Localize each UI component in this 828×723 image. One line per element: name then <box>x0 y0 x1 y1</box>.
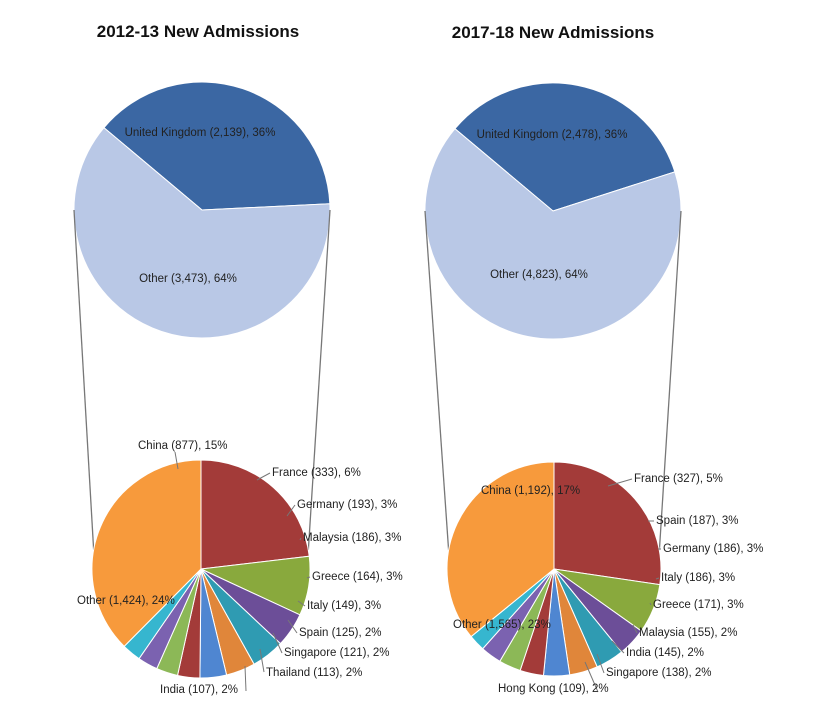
breakdown-slice-label-italy: Italy (186), 3% <box>661 572 735 584</box>
connector-line-left <box>424 210 450 551</box>
breakdown-slice-label-singapore: Singapore (138), 2% <box>606 667 711 679</box>
leader-line-hong-kong <box>584 661 599 693</box>
leader-line-germany <box>286 504 296 517</box>
breakdown-slice-label-hong-kong: Hong Kong (109), 2% <box>498 683 609 695</box>
leader-line-greece <box>306 576 311 579</box>
breakdown-slice-label-thailand: Thailand (113), 2% <box>266 667 362 679</box>
chart-title-2017-18: 2017-18 New Admissions <box>452 23 655 42</box>
leader-line-france <box>607 478 633 487</box>
top-slice-label-other: Other (3,473), 64% <box>139 273 237 285</box>
breakdown-slice-label-france: France (327), 5% <box>634 473 723 485</box>
breakdown-slice-other <box>91 459 202 648</box>
breakdown-slice-label-singapore: Singapore (121), 2% <box>284 647 389 659</box>
breakdown-slice-label-greece: Greece (164), 3% <box>312 571 403 583</box>
chart-title-2012-13: 2012-13 New Admissions <box>97 22 300 41</box>
chart-2012-13: 2012-13 New Admissions United Kingdom (2… <box>73 22 403 696</box>
leader-line-italy <box>655 577 660 580</box>
connector-line-right <box>307 209 331 551</box>
leader-line-italy <box>297 600 306 607</box>
breakdown-slice-label-germany: Germany (186), 3% <box>663 543 763 555</box>
top-slice-united-kingdom <box>103 81 331 211</box>
top-slice-united-kingdom <box>454 82 676 212</box>
leader-line-india <box>611 640 625 654</box>
connector-line-left <box>73 209 95 551</box>
leader-line-singapore <box>596 653 605 674</box>
breakdown-slice-label-malaysia: Malaysia (155), 2% <box>639 627 737 639</box>
leader-line-china <box>174 451 179 470</box>
breakdown-slice-label-china: China (877), 15% <box>138 440 228 452</box>
breakdown-slice-label-greece: Greece (171), 3% <box>653 599 744 611</box>
breakdown-slice-label-spain: Spain (187), 3% <box>656 515 738 527</box>
breakdown-slice-label-other: Other (1,565), 23% <box>453 619 551 631</box>
top-slice-label-united-kingdom: United Kingdom (2,139), 36% <box>125 127 276 139</box>
chart-2017-18: 2017-18 New Admissions United Kingdom (2… <box>424 23 763 695</box>
breakdown-slice-label-france: France (333), 6% <box>272 467 361 479</box>
leader-line-singapore <box>272 632 283 654</box>
breakdown-slice-label-india: India (107), 2% <box>160 684 238 696</box>
leader-line-thailand <box>259 648 265 673</box>
breakdown-slice-china <box>553 461 662 586</box>
top-slice-other <box>424 128 682 340</box>
breakdown-slice-label-italy: Italy (149), 3% <box>307 600 381 612</box>
leader-line-malaysia <box>299 537 302 541</box>
breakdown-slice-label-other: Other (1,424), 24% <box>77 595 175 607</box>
connector-line-right <box>658 210 682 551</box>
breakdown-slice-other <box>446 461 555 638</box>
breakdown-slice-label-india: India (145), 2% <box>626 647 704 659</box>
leader-line-greece <box>649 602 652 606</box>
top-slice-label-other: Other (4,823), 64% <box>490 269 588 281</box>
leader-line-india <box>244 665 247 692</box>
breakdown-slice-label-malaysia: Malaysia (186), 3% <box>303 532 401 544</box>
leader-line-spain <box>287 619 298 634</box>
breakdown-slice-china <box>200 459 310 570</box>
top-slice-label-united-kingdom: United Kingdom (2,478), 36% <box>477 129 628 141</box>
breakdown-slice-label-spain: Spain (125), 2% <box>299 627 381 639</box>
breakdown-slice-label-china: China (1,192), 17% <box>481 485 580 497</box>
leader-line-france <box>256 472 271 481</box>
leader-line-malaysia <box>632 624 638 634</box>
breakdown-slice-label-germany: Germany (193), 3% <box>297 499 397 511</box>
top-slice-other <box>73 127 331 339</box>
